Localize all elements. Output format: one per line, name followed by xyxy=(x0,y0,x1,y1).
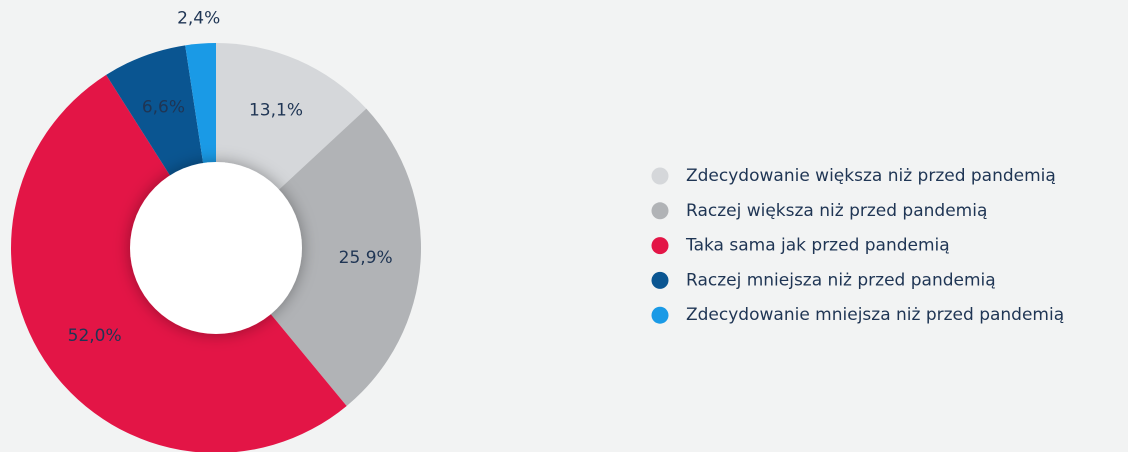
donut-slice xyxy=(216,108,421,406)
legend-label: Zdecydowanie większa niż przed pandemią xyxy=(686,166,1056,186)
value-label: 25,9% xyxy=(339,248,393,268)
legend-marker xyxy=(651,271,669,289)
legend-label: Raczej większa niż przed pandemią xyxy=(686,201,987,221)
legend-marker xyxy=(651,167,669,185)
legend-marker xyxy=(651,306,669,324)
value-label: 52,0% xyxy=(68,326,122,346)
value-label: 13,1% xyxy=(249,101,303,121)
legend-label: Raczej mniejsza niż przed pandemią xyxy=(686,270,996,290)
legend-label: Taka sama jak przed pandemią xyxy=(685,236,950,256)
legend-label: Zdecydowanie mniejsza niż przed pandemią xyxy=(686,305,1064,325)
legend-marker xyxy=(651,202,669,220)
legend-marker xyxy=(651,237,669,255)
value-label: 2,4% xyxy=(177,9,220,29)
value-label: 6,6% xyxy=(142,98,185,118)
donut-hole xyxy=(130,162,302,334)
